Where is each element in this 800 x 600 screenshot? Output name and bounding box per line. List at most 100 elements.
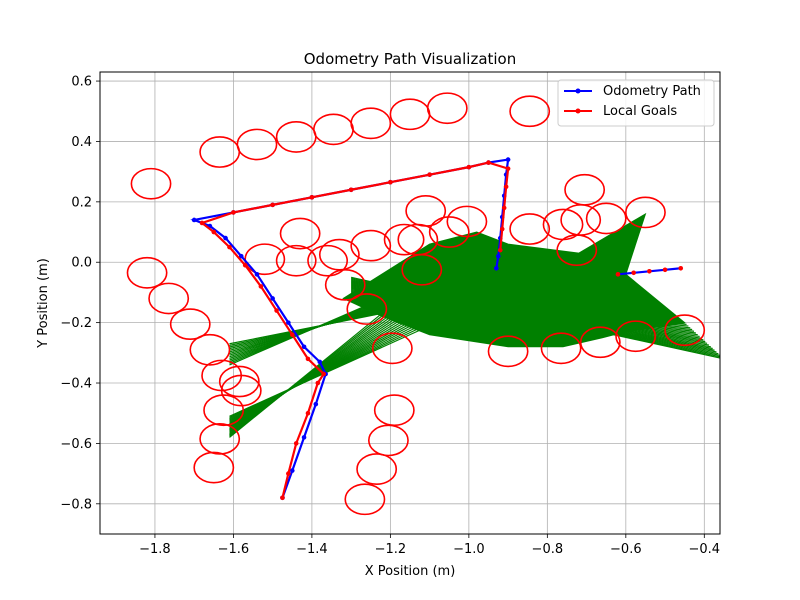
local-goals-tail-point — [678, 265, 684, 271]
obstacle-circle — [625, 196, 666, 229]
obstacle-circle — [371, 332, 413, 365]
obstacle-circle — [428, 216, 470, 248]
y-tick-label: −0.6 — [60, 437, 92, 452]
connection-line — [229, 279, 548, 345]
local-goals-point — [270, 202, 275, 208]
obstacle-circle — [446, 205, 488, 238]
odometry-path-point — [286, 320, 291, 325]
axis-ticks: −1.8 −1.6 −1.4 −1.2 −1.0 −0.8 −0.6 −0.4 −0.8 −0.6… — [60, 75, 720, 557]
y-tick-label: −0.8 — [60, 497, 92, 512]
obstacle-circle — [324, 268, 366, 301]
obstacle-circle — [220, 374, 262, 407]
x-tick-label: −0.8 — [532, 542, 564, 557]
connection-line — [351, 276, 720, 359]
connection-line — [229, 254, 521, 359]
local-goals-tail-point — [615, 272, 621, 277]
local-goals-point — [274, 308, 279, 313]
odometry-path-point — [301, 435, 307, 440]
odometry-path-point — [289, 468, 295, 473]
obstacle-circle — [279, 217, 321, 250]
local-goals-point — [427, 172, 432, 177]
local-goals-point — [501, 205, 507, 211]
odometry-path-point — [301, 344, 307, 350]
local-goals-point — [497, 247, 503, 253]
odometry-path-point — [505, 157, 511, 162]
obstacle-circle — [307, 244, 349, 277]
local-goals-point — [242, 262, 248, 268]
obstacle-circle — [169, 308, 211, 341]
local-goals-point — [227, 244, 232, 250]
local-goals-point — [286, 471, 291, 476]
obstacle-circle — [350, 229, 392, 262]
obstacle-circle — [148, 282, 190, 315]
local-goals-point — [199, 220, 205, 226]
connection-line — [229, 249, 515, 363]
obstacle-circle — [346, 293, 388, 325]
obstacle-circle — [401, 253, 443, 286]
connection-line — [229, 268, 536, 351]
local-goals-point — [321, 371, 326, 377]
x-tick-label: −0.4 — [689, 542, 721, 557]
obstacle-circle — [509, 95, 551, 128]
local-goals-point — [348, 187, 354, 193]
local-goals-point — [258, 284, 264, 289]
path-series — [190, 157, 684, 501]
odometry-path-point — [223, 235, 228, 241]
local-goals-point — [503, 184, 509, 190]
obstacle-circle — [426, 92, 468, 125]
legend: Odometry Path Local Goals — [557, 79, 715, 127]
obstacle-circle — [383, 223, 425, 256]
obstacle-circle — [405, 195, 447, 227]
x-axis-label: X Position (m) — [365, 564, 456, 579]
local-goals-point — [280, 495, 285, 501]
connection-line — [229, 246, 512, 364]
obstacle-circle — [275, 244, 317, 277]
local-goals-point — [315, 380, 321, 386]
chart-title: Odometry Path Visualization — [304, 50, 517, 68]
connection-line — [229, 271, 539, 350]
connection-line — [229, 243, 509, 366]
local-goals-point — [211, 229, 217, 235]
y-tick-label: 0.4 — [71, 135, 92, 150]
obstacle-circle — [615, 320, 657, 353]
obstacle-circle — [218, 365, 260, 398]
y-axis-label: Y Position (m) — [36, 258, 51, 349]
local-goals-point — [466, 164, 472, 170]
obstacle-circle — [579, 326, 621, 359]
connection-lines — [229, 212, 720, 438]
obstacle-circle — [664, 314, 706, 347]
obstacle-circle — [367, 424, 409, 457]
odometry-path-point — [270, 296, 275, 301]
y-tick-label: 0.6 — [71, 75, 92, 90]
local-goals-tail-point — [662, 267, 668, 273]
legend-odometry-label: Odometry Path — [603, 84, 701, 99]
odometry-path-point — [191, 217, 197, 223]
local-goals-point — [486, 160, 491, 165]
connection-line — [229, 260, 527, 356]
x-tick-label: −1.6 — [218, 542, 250, 557]
odometry-path-point — [494, 265, 499, 271]
obstacle-circle — [585, 202, 627, 235]
obstacle-circle — [487, 335, 529, 368]
local-goals-point — [499, 226, 505, 232]
obstacle-circle — [556, 234, 598, 267]
y-tick-label: −0.2 — [60, 316, 92, 331]
odometry-path-point — [317, 359, 323, 365]
legend-odometry-marker — [575, 88, 581, 94]
local-goals-tail-point — [631, 270, 636, 276]
local-goals-point — [231, 210, 236, 215]
y-tick-label: 0.2 — [71, 195, 92, 210]
x-tick-label: −1.2 — [375, 542, 407, 557]
legend-goals-label: Local Goals — [603, 104, 677, 119]
obstacle-circles — [126, 92, 706, 516]
odometry-path-point — [313, 401, 319, 407]
connection-line — [229, 265, 533, 353]
obstacle-circle — [193, 451, 235, 484]
local-goals-tail-point — [647, 268, 652, 274]
plot-frame — [99, 71, 721, 535]
obstacle-circle — [350, 107, 392, 140]
local-goals-point — [388, 179, 393, 185]
obstacle-circle — [130, 167, 172, 200]
local-goals-point — [293, 441, 299, 446]
